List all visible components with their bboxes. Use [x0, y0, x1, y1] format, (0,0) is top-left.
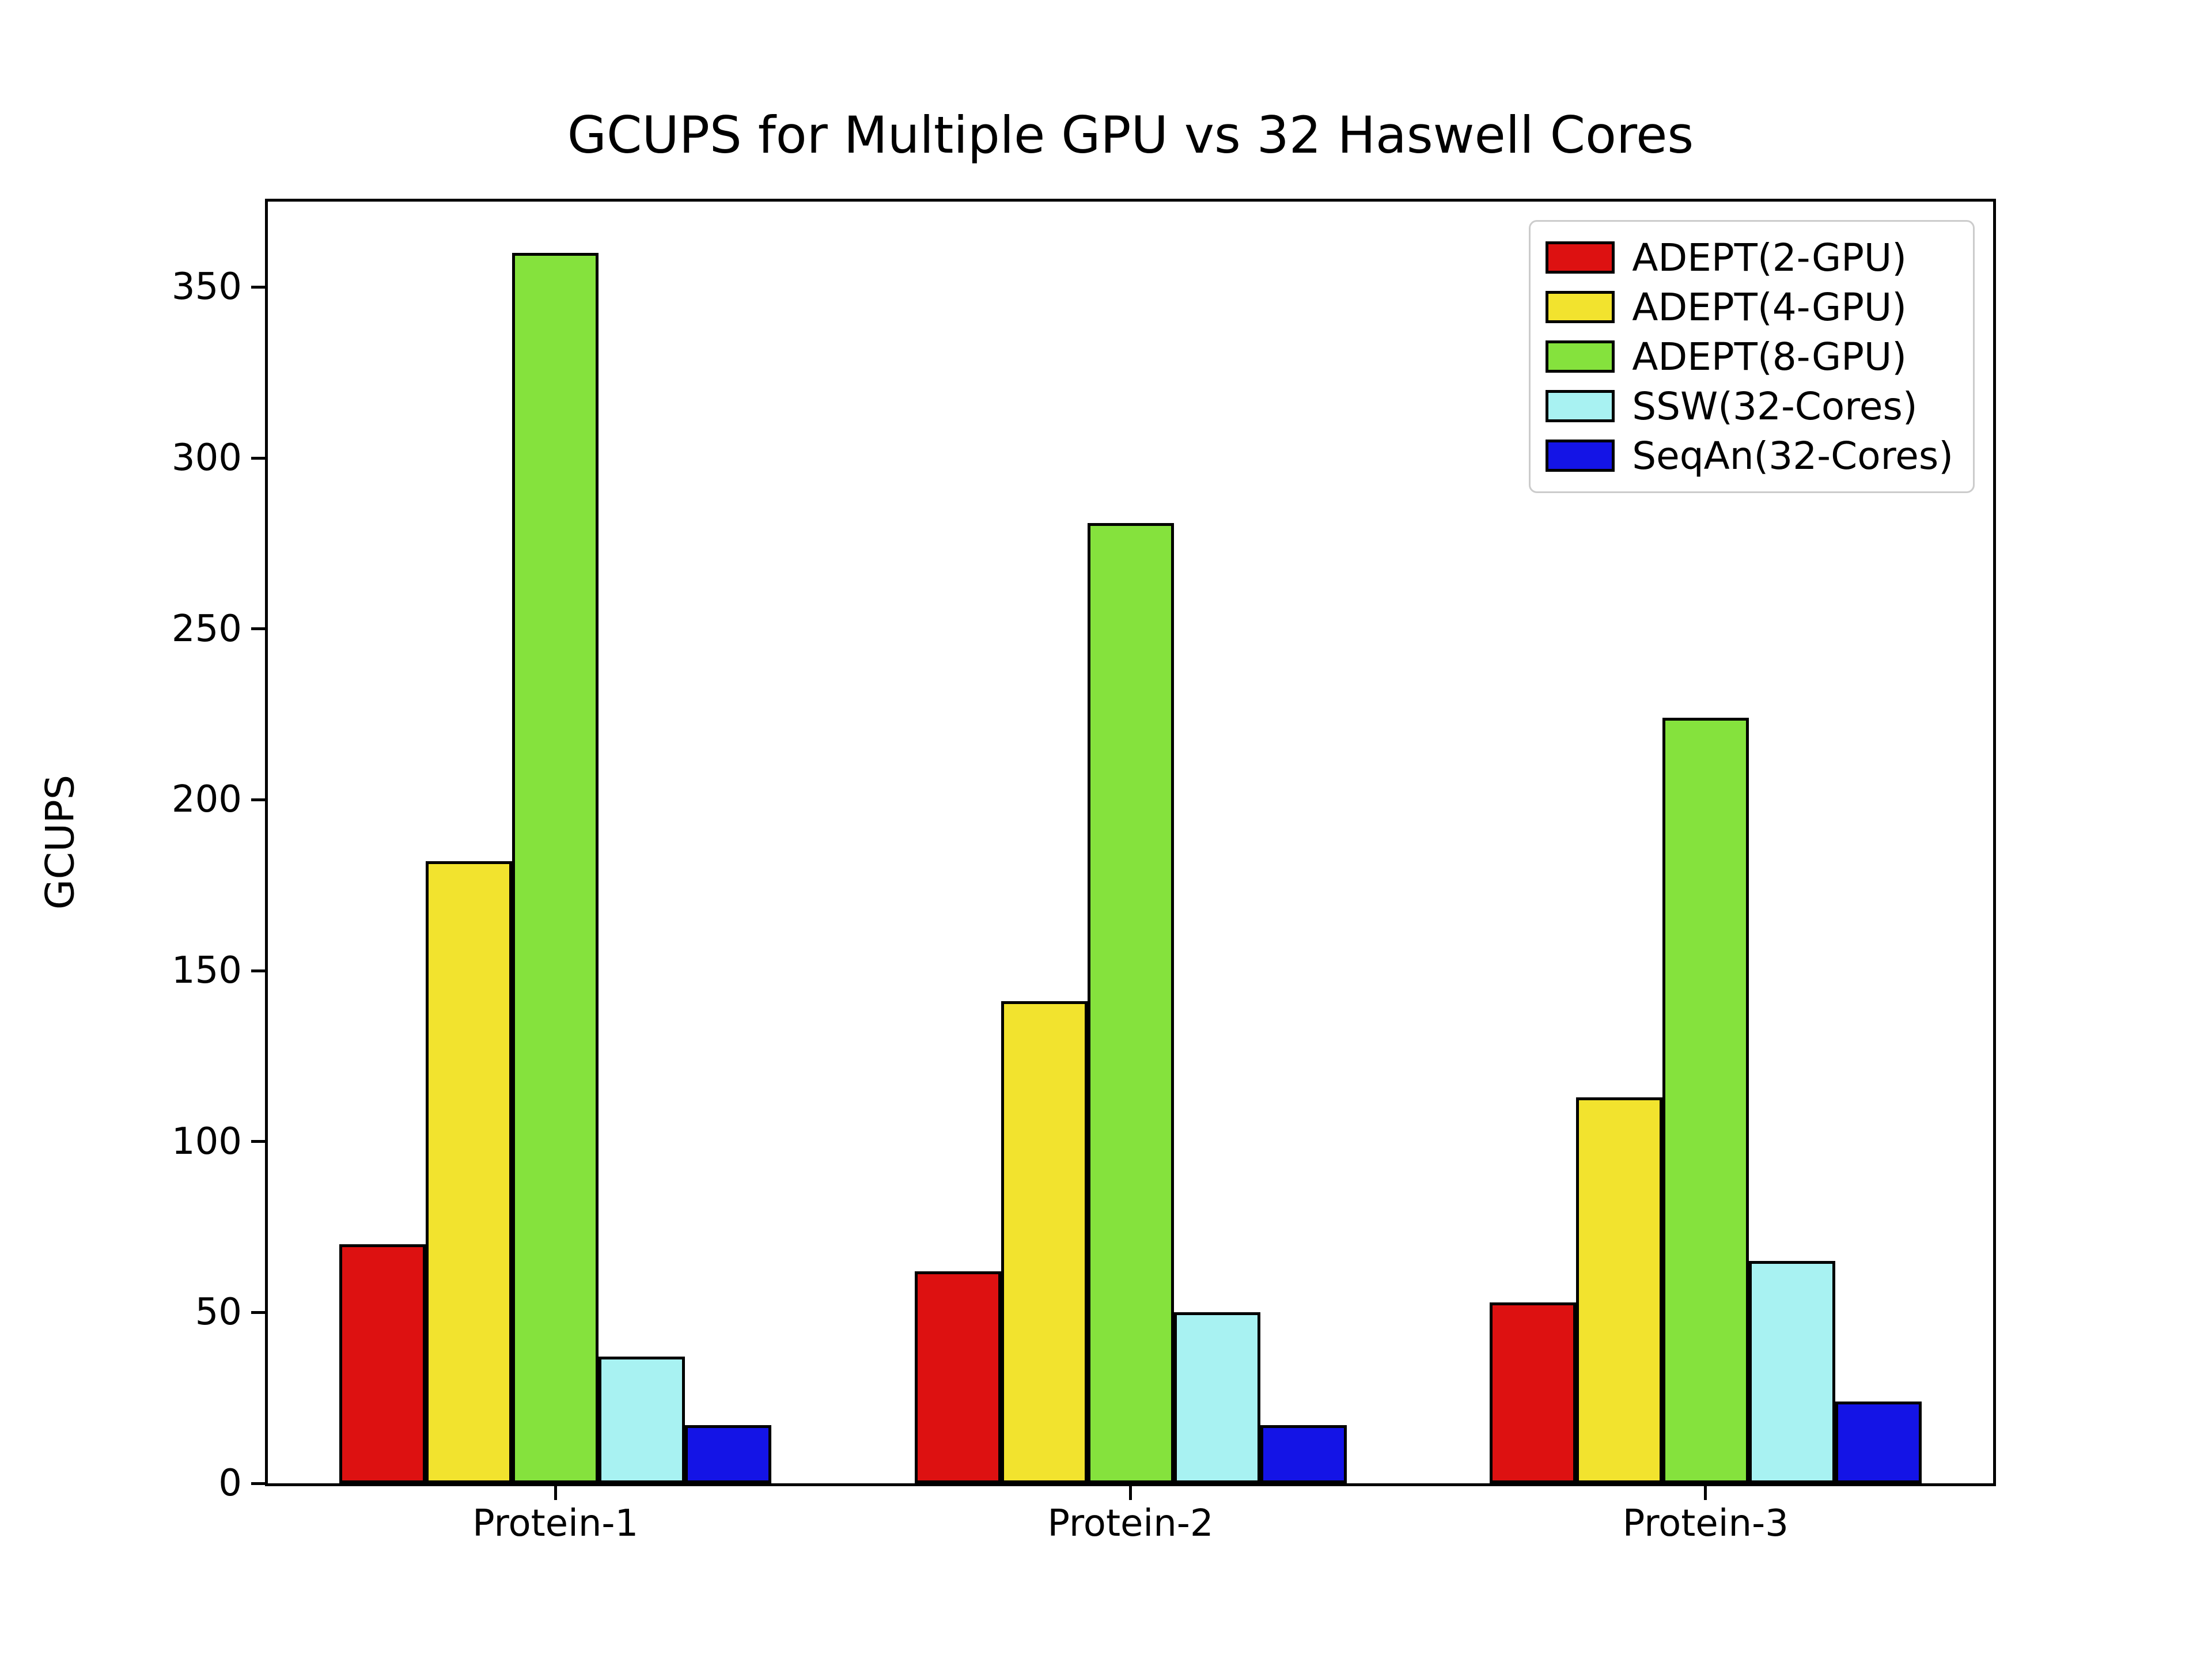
bar [914, 1271, 1001, 1483]
legend: ADEPT(2-GPU) ADEPT(4-GPU) ADEPT(8-GPU) S… [1529, 220, 1975, 493]
legend-item: ADEPT(2-GPU) [1546, 234, 1953, 281]
legend-swatch [1546, 291, 1615, 323]
legend-swatch [1546, 241, 1615, 274]
legend-label: ADEPT(2-GPU) [1632, 235, 1907, 280]
x-tick-mark [1704, 1486, 1707, 1500]
y-tick-mark [251, 1310, 265, 1314]
y-tick-mark [251, 627, 265, 631]
bar [339, 1244, 426, 1483]
legend-swatch [1546, 390, 1615, 422]
x-tick-label: Protein-2 [1047, 1502, 1214, 1545]
legend-item: SeqAn(32-Cores) [1546, 433, 1953, 479]
bar [1835, 1401, 1922, 1483]
y-tick-mark [251, 456, 265, 460]
x-tick-mark [1129, 1486, 1132, 1500]
y-tick-label: 0 [218, 1462, 242, 1505]
bar [1748, 1261, 1835, 1483]
y-tick-mark [251, 969, 265, 972]
bar [1173, 1312, 1260, 1483]
y-tick-mark [251, 285, 265, 289]
legend-item: ADEPT(4-GPU) [1546, 284, 1953, 330]
x-tick-label: Protein-3 [1622, 1502, 1789, 1545]
legend-label: SSW(32-Cores) [1632, 384, 1918, 429]
bar [1001, 1001, 1088, 1483]
chart-title: GCUPS for Multiple GPU vs 32 Haswell Cor… [567, 105, 1694, 165]
bar [426, 861, 513, 1483]
bar [1575, 1097, 1662, 1483]
bar [685, 1425, 772, 1483]
bar [599, 1357, 685, 1483]
bar [1662, 717, 1749, 1483]
bar [1260, 1425, 1347, 1483]
legend-label: ADEPT(8-GPU) [1632, 334, 1907, 379]
legend-swatch [1546, 440, 1615, 472]
y-tick-label: 50 [195, 1291, 242, 1334]
y-tick-label: 350 [171, 266, 242, 309]
y-tick-label: 300 [171, 437, 242, 479]
legend-swatch [1546, 340, 1615, 373]
bar [1087, 522, 1174, 1483]
legend-item: ADEPT(8-GPU) [1546, 334, 1953, 380]
y-tick-mark [251, 1482, 265, 1485]
bar [1489, 1302, 1576, 1483]
y-tick-mark [251, 1140, 265, 1143]
x-tick-label: Protein-1 [472, 1502, 639, 1545]
bar [512, 253, 599, 1483]
legend-label: SeqAn(32-Cores) [1632, 433, 1953, 478]
y-tick-label: 250 [171, 607, 242, 650]
legend-item: SSW(32-Cores) [1546, 383, 1953, 429]
y-tick-label: 100 [171, 1120, 242, 1163]
x-tick-mark [554, 1486, 557, 1500]
y-tick-label: 200 [171, 778, 242, 821]
legend-label: ADEPT(4-GPU) [1632, 285, 1907, 329]
y-tick-label: 150 [171, 949, 242, 992]
y-tick-mark [251, 798, 265, 801]
